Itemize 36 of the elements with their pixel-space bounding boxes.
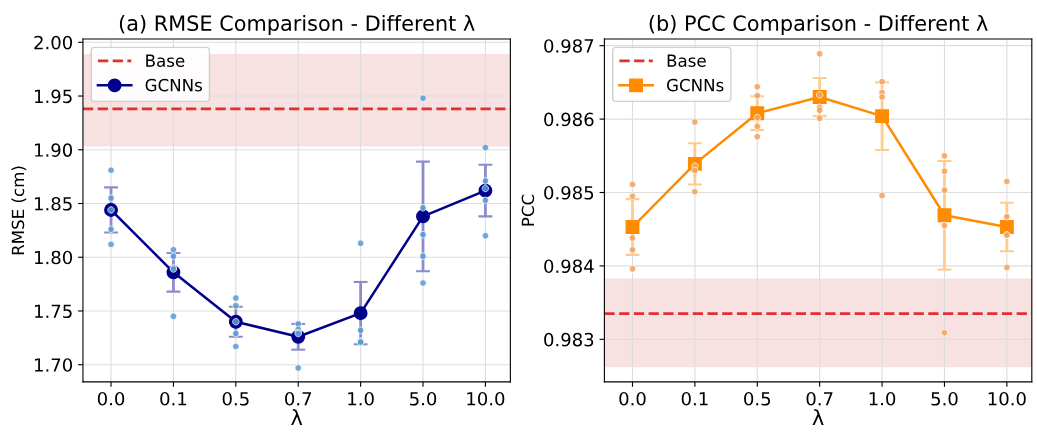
x-axis-title: λ xyxy=(291,409,303,425)
x-tick-label: 0.5 xyxy=(222,391,249,406)
y-tick-label: 1.95 xyxy=(35,89,72,104)
y-tick-label: 1.80 xyxy=(35,250,73,265)
x-tick-label: 0.1 xyxy=(681,391,708,406)
x-axis-title: λ xyxy=(812,409,824,425)
chart-title: (b) PCC Comparison - Different λ xyxy=(649,14,988,36)
y-tick-label: 1.70 xyxy=(35,358,73,372)
legend-label: Base xyxy=(667,54,706,67)
x-tick-label: 0.7 xyxy=(285,391,312,406)
y-axis-title: PCC xyxy=(521,194,535,226)
y-tick-label: 2.00 xyxy=(34,35,73,50)
legend-label: GCNNs xyxy=(667,78,724,92)
y-tick-label: 1.85 xyxy=(35,196,72,211)
x-tick-label: 5.0 xyxy=(410,391,437,406)
legend-label: GCNNs xyxy=(145,78,202,92)
y-tick-label: 0.984 xyxy=(544,259,594,274)
chart-title: (a) RMSE Comparison - Different λ xyxy=(119,14,475,36)
x-tick-label: 0.5 xyxy=(744,391,771,406)
y-tick-label: 0.983 xyxy=(544,332,594,347)
x-tick-label: 1.0 xyxy=(348,391,374,406)
y-tick-label: 1.75 xyxy=(35,304,72,319)
x-tick-label: 10.0 xyxy=(988,391,1026,406)
x-tick-label: 10.0 xyxy=(467,391,505,406)
y-tick-label: 0.987 xyxy=(544,39,594,53)
x-tick-label: 1.0 xyxy=(869,391,896,406)
y-axis-title: RMSE (cm) xyxy=(11,166,27,255)
legend-label: Base xyxy=(146,54,185,67)
x-tick-label: 0.0 xyxy=(97,391,125,406)
y-tick-label: 0.986 xyxy=(544,112,594,127)
x-tick-label: 0.0 xyxy=(619,391,646,406)
x-tick-label: 5.0 xyxy=(931,391,958,406)
x-tick-label: 0.1 xyxy=(160,391,187,406)
x-tick-label: 0.7 xyxy=(806,391,833,406)
y-tick-label: 1.90 xyxy=(35,143,73,157)
y-tick-label: 0.985 xyxy=(544,185,594,200)
